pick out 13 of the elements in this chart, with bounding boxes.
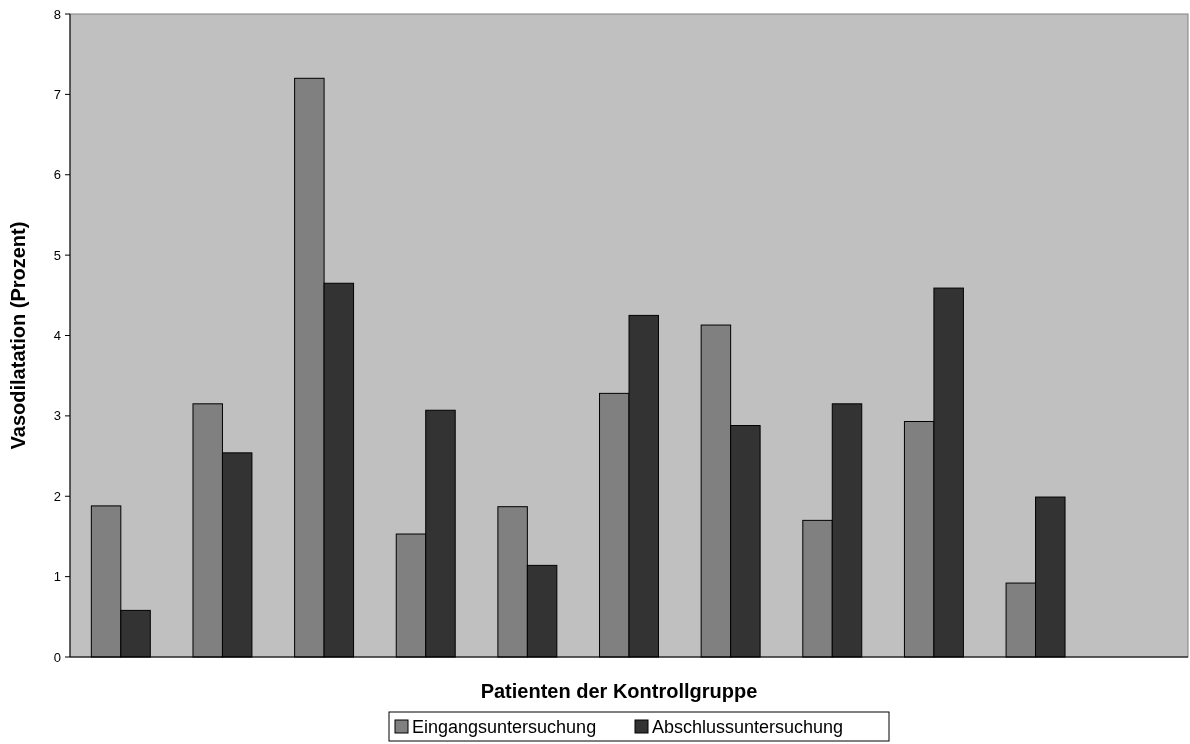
y-axis-title: Vasodilatation (Prozent)	[7, 221, 29, 450]
y-tick-label: 2	[53, 488, 61, 504]
y-tick-label: 0	[53, 649, 61, 665]
x-axis-title: Patienten der Kontrollgruppe	[480, 680, 758, 702]
legend-label: Eingangsuntersuchung	[412, 717, 597, 737]
y-tick-label: 1	[53, 569, 61, 585]
y-tick-label: 5	[53, 247, 61, 263]
y-tick-label: 4	[53, 328, 61, 344]
y-tick-label: 8	[53, 6, 61, 22]
legend-label: Abschlussuntersuchung	[652, 717, 844, 737]
y-tick-label: 3	[53, 408, 61, 424]
y-tick-label: 6	[53, 167, 61, 183]
y-tick-label: 7	[53, 86, 61, 102]
